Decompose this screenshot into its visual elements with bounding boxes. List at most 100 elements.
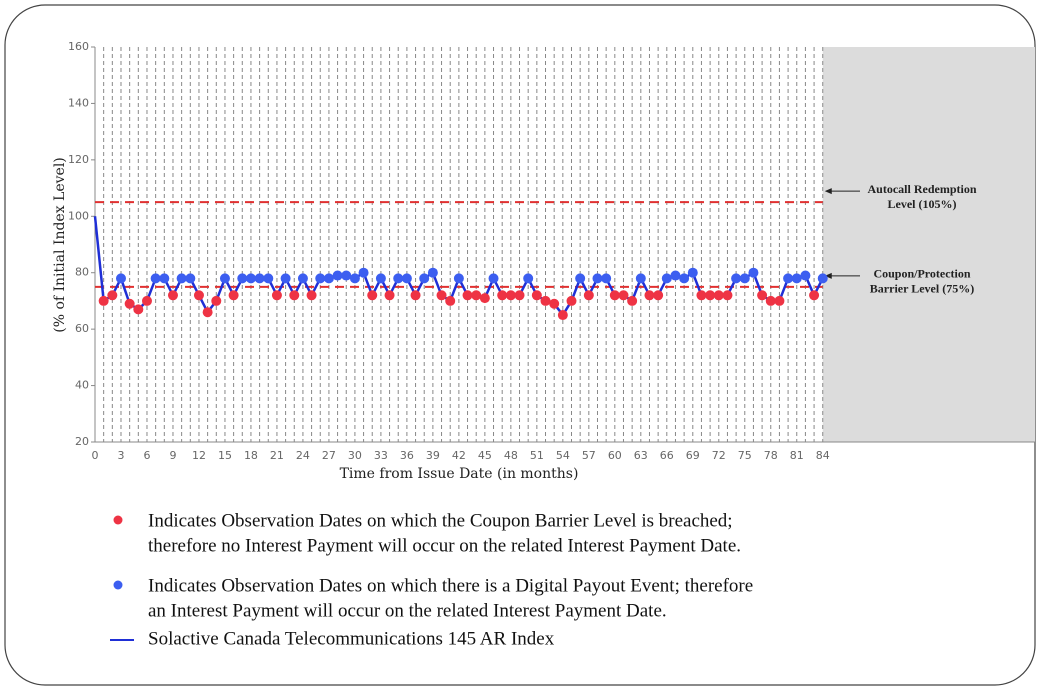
annotation: Autocall Redemption bbox=[868, 182, 977, 196]
y-tick-label: 140 bbox=[68, 96, 89, 109]
legend-text: Indicates Observation Dates on which the… bbox=[148, 510, 733, 531]
legend-text: Indicates Observation Dates on which the… bbox=[148, 575, 753, 596]
observation-dot bbox=[800, 270, 811, 281]
observation-dot bbox=[436, 290, 447, 301]
observation-dot bbox=[687, 267, 698, 278]
y-tick-label: 160 bbox=[68, 40, 89, 53]
observation-dot bbox=[774, 295, 785, 306]
legend-text: Solactive Canada Telecommunications 145 … bbox=[148, 628, 555, 649]
annotation: Level (105%) bbox=[888, 197, 957, 211]
arrow-head bbox=[824, 272, 832, 279]
x-tick-label: 48 bbox=[504, 449, 518, 462]
observation-dot bbox=[271, 290, 282, 301]
observation-dot bbox=[289, 290, 300, 301]
annotation: Coupon/Protection bbox=[873, 267, 970, 281]
observation-dot bbox=[167, 290, 178, 301]
observation-dot bbox=[280, 273, 291, 284]
x-tick-label: 45 bbox=[478, 449, 492, 462]
observation-dot bbox=[133, 304, 144, 315]
observation-dot bbox=[609, 290, 620, 301]
observation-dot bbox=[349, 273, 360, 284]
y-tick-label: 100 bbox=[68, 209, 89, 222]
observation-dot bbox=[358, 267, 369, 278]
observation-dot bbox=[722, 290, 733, 301]
observation-dot bbox=[601, 273, 612, 284]
observation-dot bbox=[627, 295, 638, 306]
observation-dot bbox=[566, 295, 577, 306]
observation-dot bbox=[150, 273, 161, 284]
observation-dot bbox=[211, 295, 222, 306]
x-tick-label: 36 bbox=[400, 449, 414, 462]
observation-dot bbox=[592, 273, 603, 284]
observation-dot bbox=[427, 267, 438, 278]
legend-text: an Interest Payment will occur on the re… bbox=[148, 600, 667, 621]
observation-dot bbox=[488, 273, 499, 284]
observation-dot bbox=[765, 295, 776, 306]
y-tick-label: 20 bbox=[75, 435, 89, 448]
observation-dot bbox=[141, 295, 152, 306]
x-axis-title: Time from Issue Date (in months) bbox=[340, 466, 579, 482]
observation-dot bbox=[583, 290, 594, 301]
x-tick-label: 51 bbox=[530, 449, 544, 462]
observation-dot bbox=[505, 290, 516, 301]
x-tick-label: 81 bbox=[790, 449, 804, 462]
observation-dot bbox=[98, 295, 109, 306]
observation-dot bbox=[219, 273, 230, 284]
observation-dot bbox=[367, 290, 378, 301]
observation-dot bbox=[661, 273, 672, 284]
observation-dot bbox=[176, 273, 187, 284]
observation-dot bbox=[540, 295, 551, 306]
observation-dot bbox=[696, 290, 707, 301]
observation-dot bbox=[791, 273, 802, 284]
x-tick-label: 57 bbox=[582, 449, 596, 462]
x-tick-label: 6 bbox=[143, 449, 150, 462]
observation-dot bbox=[670, 270, 681, 281]
observation-dot bbox=[635, 273, 646, 284]
x-tick-label: 18 bbox=[244, 449, 258, 462]
legend-dot bbox=[113, 580, 123, 590]
x-tick-label: 24 bbox=[296, 449, 310, 462]
observation-dot bbox=[817, 273, 828, 284]
observation-dot bbox=[739, 273, 750, 284]
y-axis-title: (% of Initial Index Level) bbox=[52, 157, 68, 333]
x-tick-label: 27 bbox=[322, 449, 336, 462]
observation-dot bbox=[375, 273, 386, 284]
x-tick-label: 84 bbox=[816, 449, 830, 462]
x-tick-label: 75 bbox=[738, 449, 752, 462]
observation-dot bbox=[445, 295, 456, 306]
observation-dot bbox=[419, 273, 430, 284]
x-tick-label: 78 bbox=[764, 449, 778, 462]
x-tick-label: 72 bbox=[712, 449, 726, 462]
observation-dot bbox=[514, 290, 525, 301]
observation-dot bbox=[124, 298, 135, 309]
observation-dot bbox=[618, 290, 629, 301]
observation-dot bbox=[341, 270, 352, 281]
arrow-head bbox=[824, 188, 832, 195]
observation-dot bbox=[679, 273, 690, 284]
observation-dot bbox=[705, 290, 716, 301]
observation-dot bbox=[185, 273, 196, 284]
x-tick-label: 0 bbox=[92, 449, 99, 462]
x-tick-label: 54 bbox=[556, 449, 570, 462]
legend-text: therefore no Interest Payment will occur… bbox=[148, 535, 741, 556]
observation-dot bbox=[159, 273, 170, 284]
observation-dot bbox=[237, 273, 248, 284]
observation-dot bbox=[107, 290, 118, 301]
observation-dot bbox=[384, 290, 395, 301]
observation-dot bbox=[523, 273, 534, 284]
observation-dot bbox=[193, 290, 204, 301]
y-tick-label: 80 bbox=[75, 266, 89, 279]
x-tick-label: 12 bbox=[192, 449, 206, 462]
observation-dot bbox=[202, 307, 213, 318]
observation-dot bbox=[497, 290, 508, 301]
observation-dot bbox=[783, 273, 794, 284]
observation-dot bbox=[531, 290, 542, 301]
observation-dot bbox=[644, 290, 655, 301]
x-tick-label: 30 bbox=[348, 449, 362, 462]
x-tick-label: 63 bbox=[634, 449, 648, 462]
observation-dot bbox=[228, 290, 239, 301]
shaded-region bbox=[822, 47, 1035, 442]
observation-dot bbox=[306, 290, 317, 301]
observation-dot bbox=[410, 290, 421, 301]
